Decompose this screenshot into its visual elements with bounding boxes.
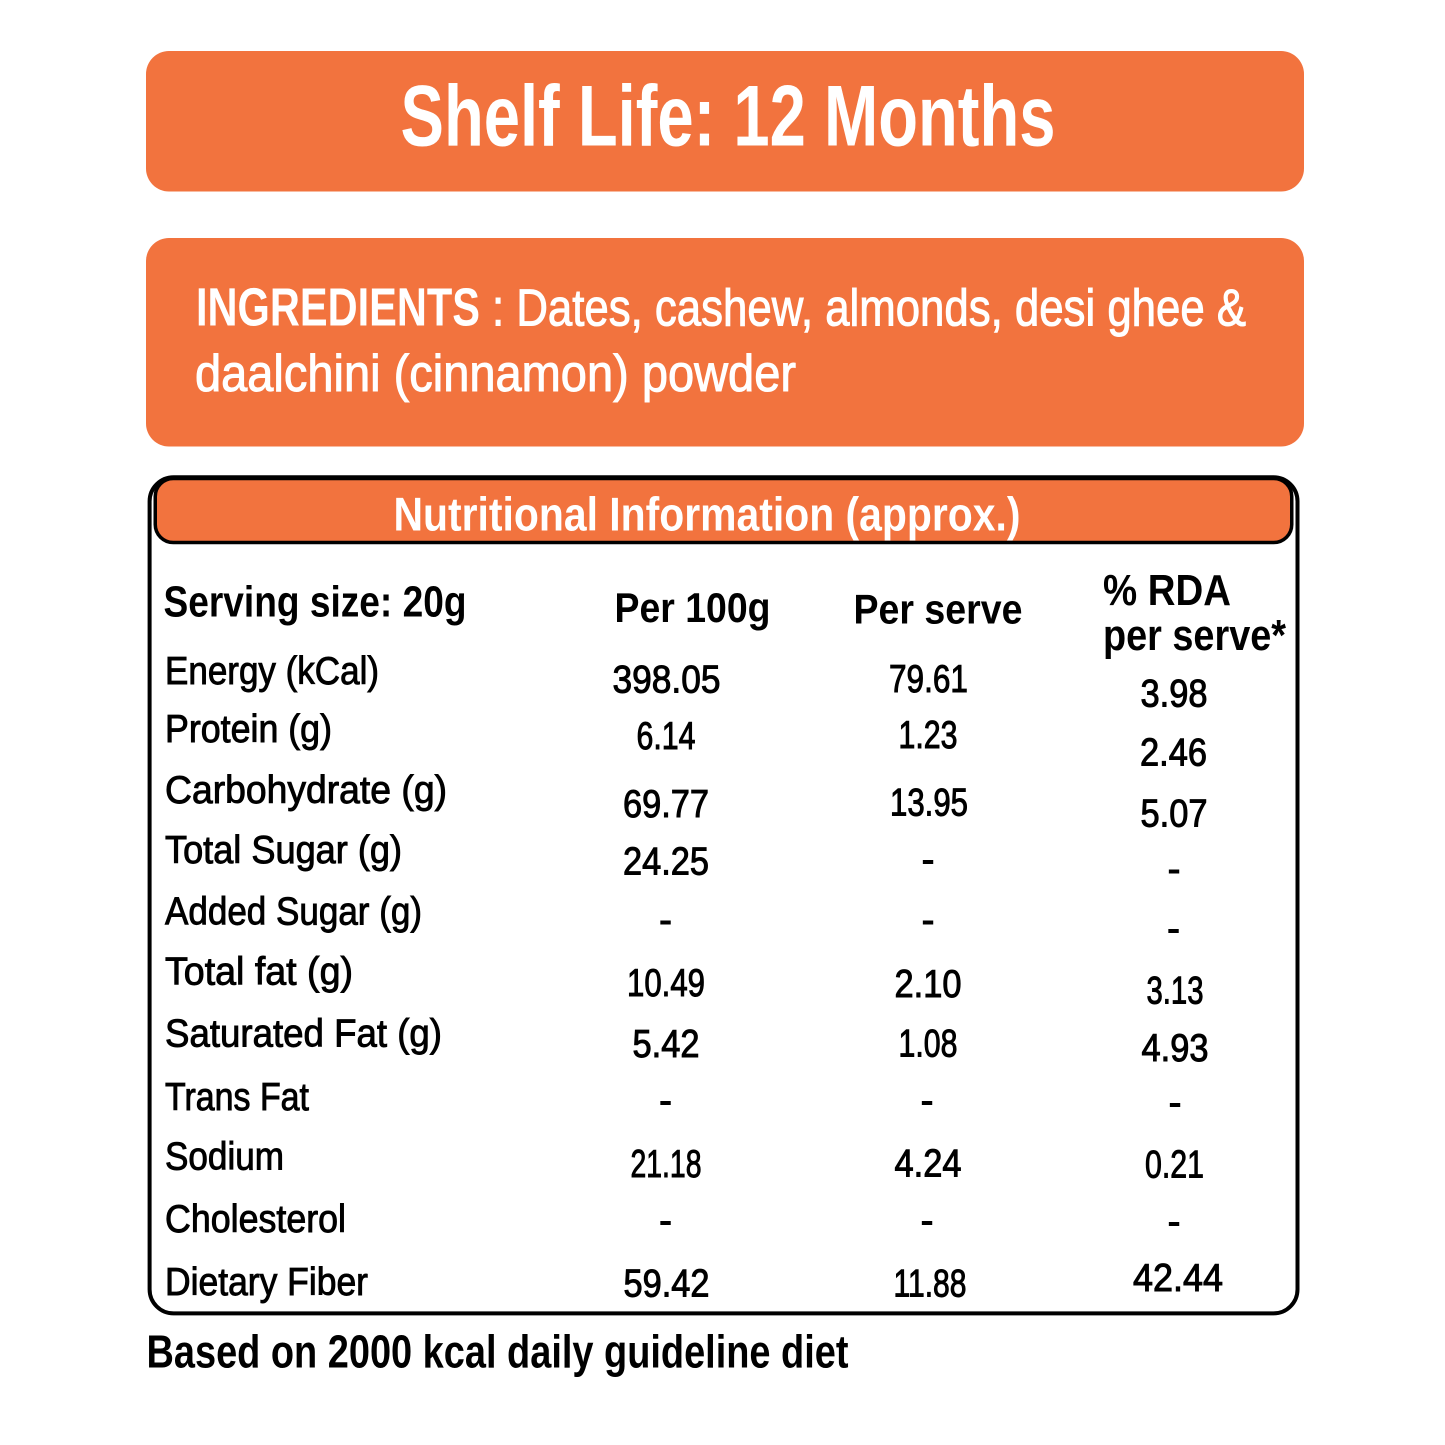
svg-text:0.21: 0.21 [1145, 1144, 1204, 1187]
svg-text:Total fat (g): Total fat (g) [165, 950, 353, 993]
svg-text:per serve*: per serve* [1103, 611, 1287, 660]
svg-text:-: - [1169, 1082, 1182, 1125]
svg-text:69.77: 69.77 [623, 783, 709, 826]
svg-text:Based on 2000 kcal daily guide: Based on 2000 kcal daily guideline diet [147, 1326, 849, 1378]
svg-text:3.98: 3.98 [1141, 673, 1208, 716]
svg-text:Saturated Fat (g): Saturated Fat (g) [165, 1013, 442, 1056]
svg-text:-: - [922, 899, 935, 942]
svg-text:2.10: 2.10 [895, 963, 962, 1006]
svg-text:6.14: 6.14 [637, 715, 696, 758]
svg-text:4.24: 4.24 [895, 1143, 962, 1186]
svg-text:Trans Fat: Trans Fat [165, 1076, 309, 1119]
svg-text:10.49: 10.49 [627, 962, 705, 1005]
svg-text:-: - [1168, 848, 1181, 891]
svg-text:Per 100g: Per 100g [615, 584, 771, 631]
svg-text:Serving size: 20g: Serving size: 20g [164, 578, 467, 627]
svg-text:Total Sugar (g): Total Sugar (g) [165, 829, 402, 872]
svg-text:Nutritional Information (appro: Nutritional Information (approx.) [394, 487, 1021, 540]
svg-text:1.08: 1.08 [899, 1023, 958, 1066]
svg-text:3.13: 3.13 [1147, 970, 1204, 1013]
svg-text:79.61: 79.61 [889, 658, 968, 701]
svg-text:5.42: 5.42 [633, 1023, 700, 1066]
svg-text:13.95: 13.95 [890, 782, 968, 825]
svg-text:-: - [1167, 908, 1180, 951]
svg-text:INGREDIENTS: INGREDIENTS [196, 277, 480, 337]
svg-text:% RDA: % RDA [1103, 566, 1231, 615]
svg-text:Protein (g): Protein (g) [165, 708, 332, 751]
svg-text:-: - [921, 1199, 934, 1242]
svg-text:-: - [922, 839, 935, 882]
svg-text:Dietary Fiber: Dietary Fiber [165, 1261, 368, 1304]
svg-text:24.25: 24.25 [623, 841, 709, 884]
svg-text:Energy (kCal): Energy (kCal) [165, 650, 379, 693]
svg-text:398.05: 398.05 [613, 659, 721, 702]
svg-text:-: - [659, 1199, 672, 1242]
svg-text:59.42: 59.42 [624, 1262, 710, 1305]
svg-text:-: - [659, 1079, 672, 1122]
svg-text:daalchini (cinnamon) powder: daalchini (cinnamon) powder [195, 345, 796, 403]
svg-text:: Dates, cashew, almonds, desi: : Dates, cashew, almonds, desi ghee & [492, 279, 1246, 337]
svg-text:Sodium: Sodium [165, 1136, 284, 1179]
svg-text:-: - [921, 1079, 934, 1122]
svg-text:-: - [1168, 1200, 1181, 1243]
svg-text:Shelf Life: 12 Months: Shelf Life: 12 Months [401, 69, 1056, 165]
svg-text:21.18: 21.18 [631, 1143, 702, 1186]
svg-text:4.93: 4.93 [1142, 1027, 1209, 1070]
svg-text:Cholesterol: Cholesterol [165, 1198, 346, 1241]
svg-text:Per serve: Per serve [854, 586, 1023, 633]
svg-text:11.88: 11.88 [894, 1262, 967, 1305]
svg-text:2.46: 2.46 [1140, 732, 1207, 775]
svg-text:5.07: 5.07 [1141, 793, 1208, 836]
svg-text:42.44: 42.44 [1133, 1257, 1223, 1300]
svg-text:Carbohydrate (g): Carbohydrate (g) [165, 769, 447, 812]
svg-text:1.23: 1.23 [899, 714, 958, 757]
svg-text:-: - [659, 899, 672, 942]
svg-text:Added Sugar (g): Added Sugar (g) [165, 890, 422, 933]
